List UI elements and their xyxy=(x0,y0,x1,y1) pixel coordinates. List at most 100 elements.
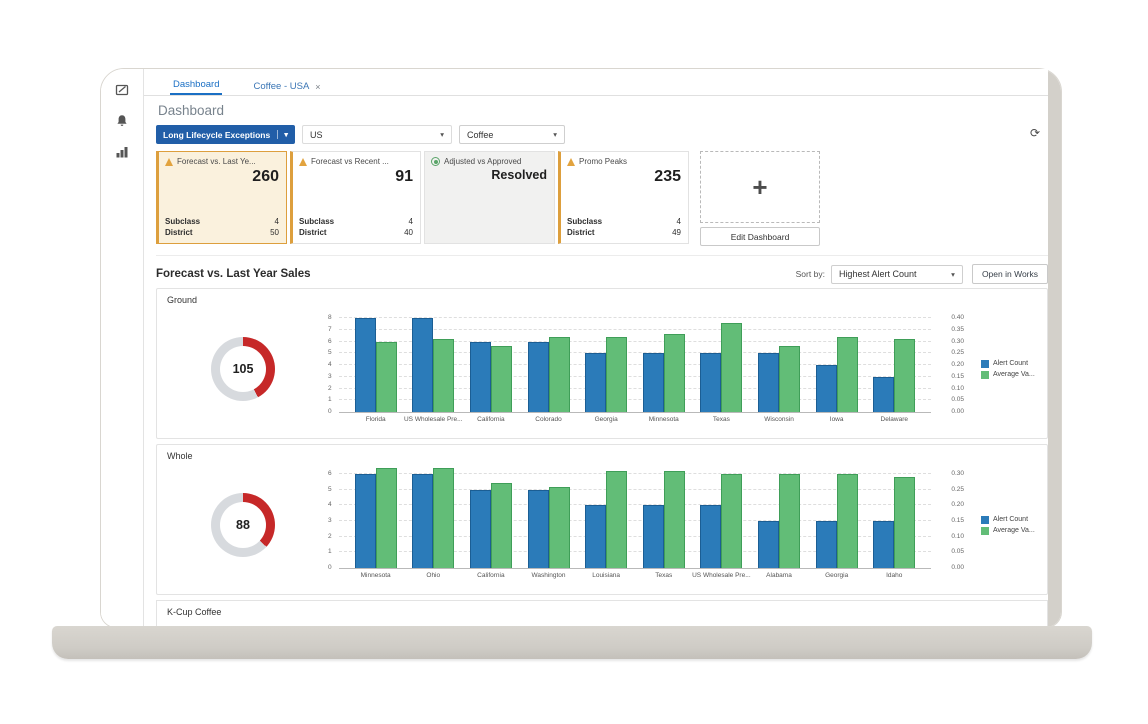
gridline xyxy=(339,551,931,553)
bar-average-value[interactable] xyxy=(433,467,455,568)
bar-average-value[interactable] xyxy=(721,474,743,568)
laptop-base xyxy=(52,626,1092,659)
add-tile-button[interactable]: + xyxy=(700,151,820,223)
gridline xyxy=(339,317,931,318)
exception-type-dropdown[interactable]: Long Lifecycle Exceptions ▾ xyxy=(156,125,295,144)
bar-average-value[interactable] xyxy=(375,467,397,568)
reports-chart-icon[interactable] xyxy=(114,144,130,160)
sort-dropdown[interactable]: Highest Alert Count ▾ xyxy=(830,264,963,284)
bar-group: California xyxy=(469,468,512,579)
bar-alert-count[interactable] xyxy=(585,353,607,412)
refresh-icon[interactable]: ⟳ xyxy=(1029,126,1040,140)
filter-bar: Long Lifecycle Exceptions ▾ US ▾ Coffee … xyxy=(144,123,1048,151)
alert-tile-1[interactable]: Forecast vs. Last Ye... 260 Subclass 4 Distr… xyxy=(156,151,287,244)
chevron-down-icon: ▾ xyxy=(553,130,557,139)
chart-card-ground: Ground 105 8 7 6 5 4 3 2 1 0 0.40 0.35 0.30 0.25 0.20 0.… xyxy=(156,288,1048,439)
chevron-down-icon: ▾ xyxy=(277,130,288,139)
right-axis-tick-label: 0.35 xyxy=(951,325,964,333)
category-label: Iowa xyxy=(829,416,844,423)
bar-average-value[interactable] xyxy=(548,486,570,568)
metric-value: 50 xyxy=(270,228,279,238)
tab-coffee-usa[interactable]: Coffee - USA × xyxy=(250,77,323,95)
left-axis-tick-label: 2 xyxy=(328,532,332,540)
left-axis-tick-label: 0 xyxy=(328,408,332,415)
bar-average-value[interactable] xyxy=(894,339,916,412)
bar-group: Colorado xyxy=(527,312,570,423)
bar-average-value[interactable] xyxy=(894,477,916,568)
bar-average-value[interactable] xyxy=(663,470,685,568)
bar-alert-count[interactable] xyxy=(873,521,895,568)
bar-group: Texas xyxy=(642,468,685,579)
edit-dashboard-button[interactable]: Edit Dashboard xyxy=(700,227,820,246)
compose-icon[interactable] xyxy=(114,82,130,98)
bar-average-value[interactable] xyxy=(548,336,570,412)
bar-alert-count[interactable] xyxy=(815,521,837,568)
bar-alert-count[interactable] xyxy=(527,489,549,568)
gauge-column: 105 xyxy=(167,337,319,401)
bar-average-value[interactable] xyxy=(606,470,628,568)
left-axis-tick-label: 7 xyxy=(328,325,332,333)
bar-alert-count[interactable] xyxy=(758,521,779,568)
bar-alert-count[interactable] xyxy=(700,505,722,568)
bar-average-value[interactable] xyxy=(490,346,512,412)
gridline xyxy=(339,473,931,474)
metric-label: Subclass xyxy=(299,217,335,227)
plus-icon: + xyxy=(752,171,768,202)
bar-average-value[interactable] xyxy=(375,341,397,412)
right-axis-tick-label: 0.20 xyxy=(951,361,964,368)
bar-alert-count[interactable] xyxy=(585,505,607,568)
bar-average-value[interactable] xyxy=(721,322,743,412)
bar-alert-count[interactable] xyxy=(642,353,664,412)
bar-average-value[interactable] xyxy=(779,346,800,412)
category-label: US Wholesale Pre... xyxy=(692,572,751,579)
bar-alert-count[interactable] xyxy=(873,376,895,412)
bar-alert-count[interactable] xyxy=(469,489,491,568)
bar-average-value[interactable] xyxy=(490,483,512,568)
metric-value: 49 xyxy=(672,228,681,238)
gridline xyxy=(339,504,931,506)
bar-average-value[interactable] xyxy=(663,334,685,412)
tile-header: Adjusted vs Approved xyxy=(431,157,547,166)
region-dropdown[interactable]: US ▾ xyxy=(302,125,452,144)
category-label: Texas xyxy=(655,572,673,579)
right-axis-tick-label: 0.15 xyxy=(951,517,964,524)
right-axis-tick-label: 0.05 xyxy=(951,396,964,404)
notifications-bell-icon[interactable] xyxy=(114,113,130,129)
gridline xyxy=(339,375,931,377)
metric-value: 4 xyxy=(676,217,681,227)
bar-alert-count[interactable] xyxy=(758,353,779,412)
bar-alert-count[interactable] xyxy=(412,318,434,412)
tile-title: Adjusted vs Approved xyxy=(444,157,522,166)
right-axis-tick-label: 0.20 xyxy=(951,501,964,509)
bar-alert-count[interactable] xyxy=(527,341,549,412)
gridline xyxy=(339,364,931,365)
bar-alert-count[interactable] xyxy=(354,474,376,568)
bar-groups: Minnesota Ohio California Washington Louisia… xyxy=(339,467,931,579)
tile-header: Promo Peaks xyxy=(567,157,681,166)
bar-alert-count[interactable] xyxy=(642,505,664,568)
product-dropdown[interactable]: Coffee ▾ xyxy=(459,125,565,144)
bar-average-value[interactable] xyxy=(836,474,858,568)
add-tile-column: + Edit Dashboard xyxy=(700,151,820,246)
open-in-workspace-button[interactable]: Open in Works xyxy=(971,264,1048,284)
bar-average-value[interactable] xyxy=(606,336,628,412)
alert-tile-4[interactable]: Promo Peaks 235 Subclass 4 District 49 xyxy=(558,151,689,244)
bar-average-value[interactable] xyxy=(836,336,858,412)
right-axis-tick-label: 0.30 xyxy=(951,470,964,477)
bar-average-value[interactable] xyxy=(433,339,455,412)
gauge-value: 105 xyxy=(220,346,266,392)
bar-average-value[interactable] xyxy=(779,474,800,568)
exception-type-label: Long Lifecycle Exceptions xyxy=(163,129,271,140)
alert-tile-2[interactable]: Forecast vs Recent ... 91 Subclass 4 Distric… xyxy=(290,151,421,244)
bar-alert-count[interactable] xyxy=(412,474,434,568)
bar-alert-count[interactable] xyxy=(700,353,722,412)
bar-alert-count[interactable] xyxy=(354,318,376,412)
bar-alert-count[interactable] xyxy=(469,341,491,412)
alert-tile-3[interactable]: Adjusted vs Approved Resolved xyxy=(424,151,555,244)
tab-dashboard[interactable]: Dashboard xyxy=(170,75,223,95)
bar-group: Georgia xyxy=(815,468,858,579)
bar-alert-count[interactable] xyxy=(815,365,837,412)
plot-area: 6 5 4 3 2 1 0 0.30 0.25 0.20 0.15 0.10 0.05 0.00 Minne… xyxy=(328,462,969,588)
left-axis-tick-label: 5 xyxy=(328,485,332,493)
close-icon[interactable]: × xyxy=(315,81,321,92)
